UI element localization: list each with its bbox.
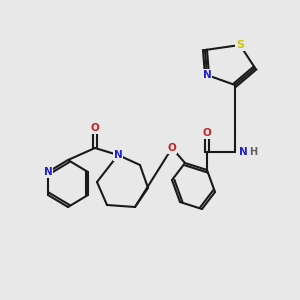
Text: O: O <box>91 123 99 133</box>
Text: N: N <box>202 70 211 80</box>
Text: N: N <box>238 147 247 157</box>
Text: H: H <box>249 147 257 157</box>
Text: S: S <box>236 40 244 50</box>
Text: O: O <box>168 143 176 153</box>
Text: O: O <box>202 128 211 138</box>
Text: N: N <box>114 150 122 160</box>
Text: N: N <box>44 167 52 177</box>
